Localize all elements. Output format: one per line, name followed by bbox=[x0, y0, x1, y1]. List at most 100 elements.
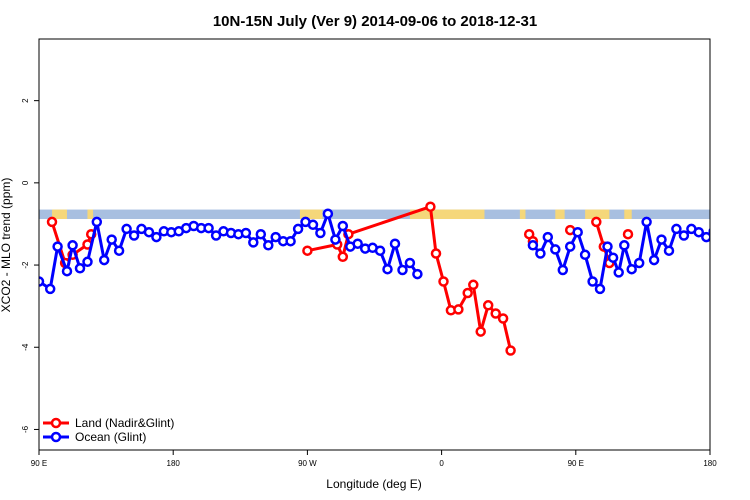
map-strip-land-1 bbox=[87, 209, 94, 220]
series-0-point-15 bbox=[462, 287, 473, 299]
series-1-point-5 bbox=[74, 263, 86, 274]
x-axis-label: Longitude (deg E) bbox=[326, 477, 421, 491]
map-strip-land-2 bbox=[299, 209, 323, 220]
series-1-point-36 bbox=[307, 219, 319, 231]
series-1-point-52 bbox=[527, 240, 539, 251]
legend-marker-1 bbox=[50, 431, 62, 443]
series-1-point-29 bbox=[255, 228, 267, 240]
series-1-point-48 bbox=[397, 264, 408, 276]
x-tick-label-0: 90 E bbox=[31, 459, 47, 468]
series-0-point-8 bbox=[337, 251, 349, 263]
x-tick-label-3: 0 bbox=[439, 459, 444, 468]
series-1-point-8 bbox=[98, 254, 110, 266]
series-1-point-72 bbox=[671, 223, 682, 235]
series-1-point-65 bbox=[619, 240, 630, 251]
series-0-point-11 bbox=[430, 248, 442, 259]
series-0-point-12 bbox=[438, 276, 449, 287]
series-0-point-6 bbox=[302, 245, 313, 256]
series-1-point-39 bbox=[330, 234, 341, 245]
series-1-point-27 bbox=[240, 227, 252, 239]
series-0-point-28 bbox=[591, 216, 602, 228]
series-0-point-32 bbox=[622, 228, 634, 240]
series-1-point-70 bbox=[656, 234, 667, 245]
series-0-point-17 bbox=[475, 326, 486, 337]
x-tick-label-2: 90 W bbox=[298, 459, 317, 468]
series-1-point-54 bbox=[542, 231, 554, 243]
series-1-point-46 bbox=[382, 263, 393, 275]
series-1-point-12 bbox=[128, 230, 140, 241]
series-1-point-4 bbox=[67, 240, 78, 251]
series-1-point-71 bbox=[663, 245, 675, 256]
series-1-point-33 bbox=[285, 235, 296, 247]
series-1-point-69 bbox=[648, 254, 660, 266]
legend-label-0: Land (Nadir&Glint) bbox=[75, 416, 174, 430]
series-1-point-47 bbox=[389, 238, 401, 249]
series-1-point-55 bbox=[550, 244, 561, 255]
plot-area: 90 E 180 90 W 0 90 E 180 2 0 -2 -4 -6 bbox=[21, 38, 717, 468]
series-1-point-37 bbox=[315, 227, 326, 239]
legend-label-1: Ocean (Glint) bbox=[75, 430, 146, 444]
series-1-point-56 bbox=[557, 264, 569, 276]
series-1-point-6 bbox=[82, 256, 93, 268]
legend-marker-0 bbox=[50, 417, 62, 429]
series-1-point-62 bbox=[602, 241, 613, 252]
series-1-point-73 bbox=[678, 230, 690, 241]
y-tick-label-3: -4 bbox=[21, 343, 30, 351]
series-1-point-75 bbox=[693, 226, 705, 238]
map-strip-land-6 bbox=[585, 209, 610, 220]
series-1-point-7 bbox=[91, 216, 103, 228]
series-1-point-15 bbox=[151, 231, 162, 243]
y-tick-label-2: -2 bbox=[21, 261, 30, 269]
map-strip-ocean bbox=[39, 209, 710, 220]
series-1-point-9 bbox=[106, 234, 117, 245]
series-1-point-3 bbox=[61, 265, 73, 277]
map-strip-land-5 bbox=[555, 209, 565, 220]
series-1-point-61 bbox=[594, 283, 606, 295]
series-1-point-30 bbox=[263, 240, 274, 251]
series-0-point-10 bbox=[425, 201, 436, 212]
x-tick-label-4: 90 E bbox=[568, 459, 584, 468]
y-tick-label-4: -6 bbox=[21, 425, 30, 433]
series-1-point-23 bbox=[210, 230, 222, 241]
series-1-point-1 bbox=[44, 283, 56, 295]
series-1-point-14 bbox=[143, 226, 155, 238]
series-1-point-11 bbox=[121, 223, 132, 235]
series-1-point-68 bbox=[641, 216, 652, 228]
y-tick-label-1: 0 bbox=[21, 180, 30, 185]
series-0-point-14 bbox=[453, 304, 464, 315]
series-0-point-0 bbox=[46, 216, 58, 228]
series-0-point-19 bbox=[490, 308, 501, 319]
series-1-point-58 bbox=[572, 226, 583, 238]
series-0-point-20 bbox=[497, 313, 509, 324]
series-0-point-18 bbox=[482, 300, 494, 311]
chart-title: 10N-15N July (Ver 9) 2014-09-06 to 2018-… bbox=[213, 13, 537, 30]
series-1-point-50 bbox=[412, 268, 423, 280]
series-1-point-57 bbox=[564, 241, 576, 252]
series-1-point-0 bbox=[39, 276, 45, 287]
series-1-point-63 bbox=[607, 252, 619, 263]
series-1-point-66 bbox=[626, 263, 637, 275]
series-1-point-22 bbox=[203, 222, 214, 234]
map-strip-land-0 bbox=[52, 209, 67, 220]
series-1-point-77 bbox=[708, 227, 710, 236]
series-1-point-53 bbox=[535, 248, 546, 259]
series-1-point-64 bbox=[613, 267, 624, 278]
series-1-point-67 bbox=[633, 257, 645, 269]
legend: Land (Nadir&Glint)Ocean (Glint) bbox=[43, 416, 174, 444]
series-0-point-21 bbox=[505, 345, 516, 356]
map-strip-land-7 bbox=[624, 209, 632, 220]
series-0-point-16 bbox=[468, 279, 479, 291]
series-1-point-45 bbox=[374, 245, 386, 256]
y-axis-label: XCO2 - MLO trend (ppm) bbox=[0, 178, 13, 313]
series-1-point-31 bbox=[270, 231, 281, 243]
series-1-point-60 bbox=[587, 276, 598, 287]
series-1-point-10 bbox=[113, 245, 125, 256]
y-tick-label-0: 2 bbox=[21, 98, 30, 103]
series-1-point-59 bbox=[579, 249, 591, 261]
map-strip-land-3 bbox=[409, 209, 485, 220]
series-1-point-40 bbox=[337, 220, 349, 232]
series-1-point-34 bbox=[292, 223, 304, 235]
series-1-point-38 bbox=[322, 208, 334, 219]
map-strip-land-4 bbox=[519, 209, 526, 220]
